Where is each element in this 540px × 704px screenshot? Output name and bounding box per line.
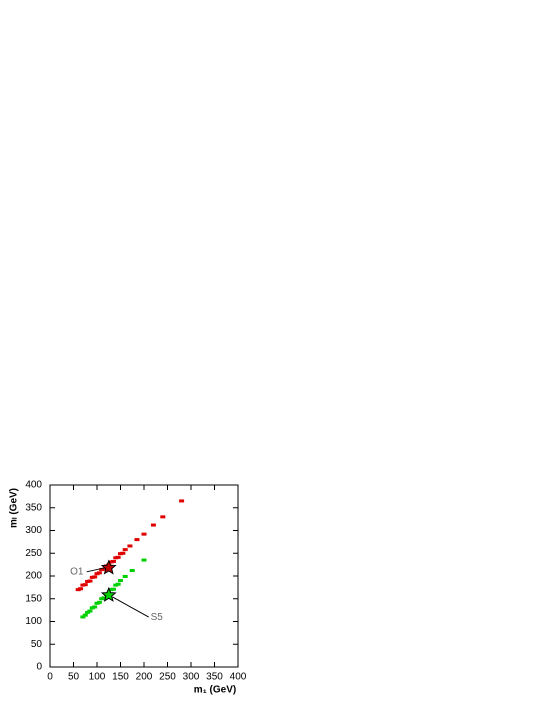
scatter-point — [122, 548, 128, 552]
annotation-arrow — [86, 567, 105, 573]
x-tick-label: 250 — [159, 672, 176, 683]
x-tick-label: 100 — [89, 672, 106, 683]
y-tick-label: 150 — [25, 593, 42, 604]
scatter-point — [101, 567, 107, 571]
y-tick-label: 0 — [36, 662, 42, 673]
scatter-point — [87, 579, 93, 583]
y-axis-label: mₗ (GeV) — [9, 488, 20, 528]
x-tick-label: 400 — [230, 672, 247, 683]
y-tick-label: 250 — [25, 548, 42, 559]
scatter-point — [160, 515, 166, 519]
scatter-point — [141, 532, 147, 536]
scatter-point — [129, 569, 135, 573]
scatter-point — [115, 555, 121, 559]
scatter-point — [120, 551, 126, 555]
scatter-point — [87, 609, 93, 613]
scatter-point — [92, 575, 98, 579]
annotation-label: S5 — [151, 612, 164, 623]
scatter-point — [96, 600, 102, 604]
scatter-point — [127, 544, 133, 548]
y-tick-label: 350 — [25, 502, 42, 513]
x-tick-label: 350 — [206, 672, 223, 683]
scatter-point — [179, 499, 185, 503]
scatter-point — [101, 596, 107, 600]
scatter-point — [110, 559, 116, 563]
y-tick-label: 50 — [31, 639, 43, 650]
benchmark-star — [100, 559, 117, 575]
scatter-point — [82, 583, 88, 587]
y-tick-label: 300 — [25, 525, 42, 536]
x-tick-label: 300 — [183, 672, 200, 683]
scatter-point — [110, 587, 116, 591]
x-tick-label: 150 — [112, 672, 129, 683]
scatter-point — [96, 571, 102, 575]
x-tick-label: 0 — [47, 672, 53, 683]
scatter-point — [134, 538, 140, 542]
x-tick-label: 50 — [68, 672, 80, 683]
scatter-point — [118, 579, 123, 583]
x-axis-label: m₁ (GeV) — [194, 685, 236, 696]
scatter-point — [82, 613, 88, 617]
annotation-label: O1 — [70, 566, 84, 577]
scatter-point — [92, 605, 98, 609]
scatter-point — [122, 574, 128, 578]
annotation-arrow — [112, 596, 149, 618]
scatter-point — [150, 523, 156, 527]
y-tick-label: 400 — [25, 480, 42, 491]
scatter-point — [115, 582, 121, 586]
scatter-point — [141, 558, 147, 562]
scatter-point — [78, 587, 84, 591]
x-tick-label: 200 — [136, 672, 153, 683]
y-tick-label: 200 — [25, 571, 42, 582]
benchmark-star — [100, 586, 117, 602]
y-tick-label: 100 — [25, 616, 42, 627]
scatter-point — [80, 615, 86, 619]
